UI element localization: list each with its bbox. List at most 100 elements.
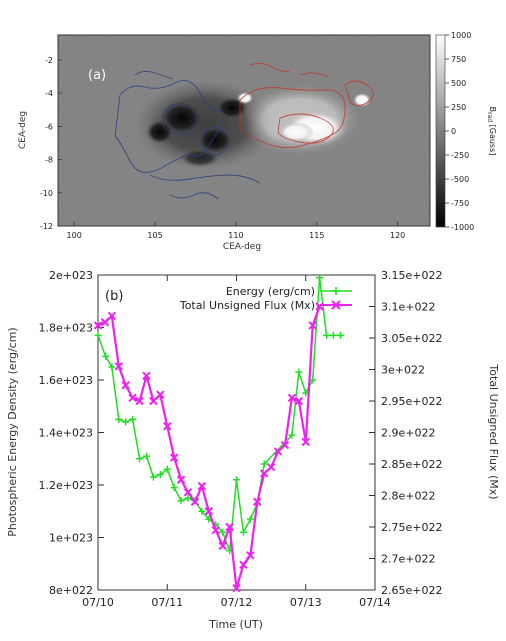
- flux-y2-axis-label: Total Unsigned Flux (Mx): [487, 363, 500, 499]
- legend: Energy (erg/cm) Total Unsigned Flux (Mx): [179, 285, 352, 312]
- map-x-tick-label: 115: [309, 231, 324, 240]
- colorbar-tick-label: 500: [451, 79, 466, 88]
- energy-data-point: [129, 415, 137, 423]
- flux-data-point: [239, 560, 248, 570]
- magnetogram-panel: (a) 100 105 110 115 120 -2 -4 -6 -8 -10 -12 CEA-d…: [18, 31, 497, 252]
- energy-data-point: [108, 363, 116, 371]
- energy-data-point: [163, 465, 171, 473]
- energy-data-point: [329, 331, 337, 339]
- energy-data-point: [219, 528, 227, 536]
- flux-y2-tick-label: 2.65e+022: [381, 584, 442, 597]
- map-x-tick-label: 110: [228, 231, 243, 240]
- flux-data-point: [149, 396, 158, 406]
- energy-data-point: [295, 368, 303, 376]
- colorbar-tick-label: 750: [451, 55, 466, 64]
- flux-y2-tick-label: 2.7e+022: [381, 553, 435, 566]
- flux-data-point: [280, 440, 290, 450]
- energy-data-point: [136, 455, 144, 463]
- energy-data-point: [170, 484, 178, 492]
- energy-data-point: [122, 418, 130, 426]
- panel-a-label: (a): [88, 68, 106, 83]
- map-y-tick-label: -6: [45, 122, 53, 131]
- map-x-tick-label: 105: [147, 231, 162, 240]
- energy-y-axis-label: Photospheric Energy Density (erg/cm): [6, 327, 19, 536]
- flux-data-point: [259, 469, 269, 478]
- map-y-tick-label: -4: [45, 89, 53, 98]
- flux-data-point: [301, 437, 310, 447]
- colorbar-tick-label: 0: [451, 127, 456, 136]
- energy-series-line: [97, 276, 341, 552]
- energy-data-point: [198, 507, 206, 515]
- flux-data-point: [266, 462, 276, 472]
- colorbar-tick-label: 1000: [451, 31, 471, 40]
- flux-data-point: [114, 362, 123, 371]
- energy-y-tick-label: 1.4e+023: [39, 427, 93, 440]
- flux-y2-tick-label: 3.15e+022: [381, 269, 442, 282]
- flux-y2-tick-label: 3.05e+022: [381, 332, 442, 345]
- time-x-tick-label: 07/12: [221, 596, 253, 609]
- flux-data-point: [128, 393, 137, 403]
- energy-data-point: [246, 515, 254, 523]
- legend-energy-label: Energy (erg/cm): [226, 285, 315, 298]
- magnetogram-image: [58, 35, 430, 226]
- colorbar-tick-label: -250: [451, 151, 469, 160]
- energy-data-point: [233, 476, 240, 484]
- legend-flux-label: Total Unsigned Flux (Mx): [179, 299, 315, 312]
- energy-data-point: [94, 331, 102, 339]
- flux-data-point: [308, 321, 317, 330]
- map-x-axis-label: CEA-deg: [223, 242, 261, 252]
- flux-data-point: [225, 522, 234, 532]
- legend-energy-marker: [332, 287, 340, 295]
- panel-b-label: (b): [105, 289, 123, 304]
- energy-y-tick-label: 1e+023: [49, 532, 93, 545]
- time-x-tick-label: 07/11: [151, 596, 183, 609]
- flux-data-point: [253, 497, 262, 507]
- positive-contours: [239, 62, 374, 148]
- energy-data-point: [260, 460, 268, 468]
- flux-data-point: [218, 541, 227, 551]
- flux-data-point: [142, 371, 151, 381]
- flux-data-point: [232, 583, 241, 593]
- flux-data-point: [294, 396, 304, 406]
- flux-data-point: [197, 481, 207, 491]
- flux-data-point: [93, 321, 103, 330]
- map-x-tick-label: 100: [67, 231, 82, 240]
- energy-y-tick-label: 2e+023: [49, 269, 93, 282]
- colorbar-ticks: 1000 750 500 250 0 -250 -500 -750 -1000: [445, 31, 474, 232]
- timeseries-panel: (b) 07/10 07/11 07/12 07/13 07/14 8e+022 1e+0…: [6, 269, 500, 631]
- map-y-tick-label: -12: [40, 222, 53, 231]
- map-y-tick-label: -2: [45, 56, 53, 65]
- map-y-axis-label: CEA-deg: [18, 111, 28, 149]
- colorbar-tick-label: 250: [451, 103, 466, 112]
- energy-data-point: [316, 274, 324, 282]
- flux-data-point: [156, 390, 165, 399]
- flux-y2-tick-label: 2.85e+022: [381, 458, 442, 471]
- energy-y-tick-label: 1.6e+023: [39, 374, 93, 387]
- map-y-tick-label: -10: [40, 189, 53, 198]
- flux-y2-tick-label: 2.75e+022: [381, 521, 442, 534]
- map-y-tick-label: -8: [45, 156, 53, 165]
- map-y-ticks: -2 -4 -6 -8 -10 -12: [40, 56, 62, 231]
- energy-data-point: [239, 528, 247, 536]
- energy-y-tick-label: 8e+022: [49, 584, 93, 597]
- energy-data-point: [288, 431, 296, 439]
- time-x-axis-label: Time (UT): [208, 618, 263, 631]
- energy-data-point: [177, 497, 185, 505]
- flux-data-point: [121, 381, 130, 390]
- flux-y2-tick-label: 3.1e+022: [381, 301, 435, 314]
- energy-data-point: [149, 473, 157, 481]
- map-x-tick-label: 120: [390, 231, 405, 240]
- colorbar-tick-label: -1000: [451, 223, 474, 232]
- flux-data-point: [176, 475, 186, 484]
- energy-data-point: [142, 452, 150, 460]
- flux-data-point: [100, 318, 110, 327]
- negative-contours: [114, 70, 261, 200]
- energy-y-tick-label: 1.8e+023: [39, 322, 93, 335]
- flux-y2-tick-label: 2.95e+022: [381, 395, 442, 408]
- time-x-ticks: 07/10 07/11 07/12 07/13 07/14: [82, 275, 391, 609]
- series-group: [93, 274, 344, 593]
- flux-data-point: [169, 453, 179, 462]
- time-x-tick-label: 07/13: [290, 596, 322, 609]
- colorbar-tick-label: -500: [451, 175, 469, 184]
- energy-y-tick-label: 1.2e+023: [39, 479, 93, 492]
